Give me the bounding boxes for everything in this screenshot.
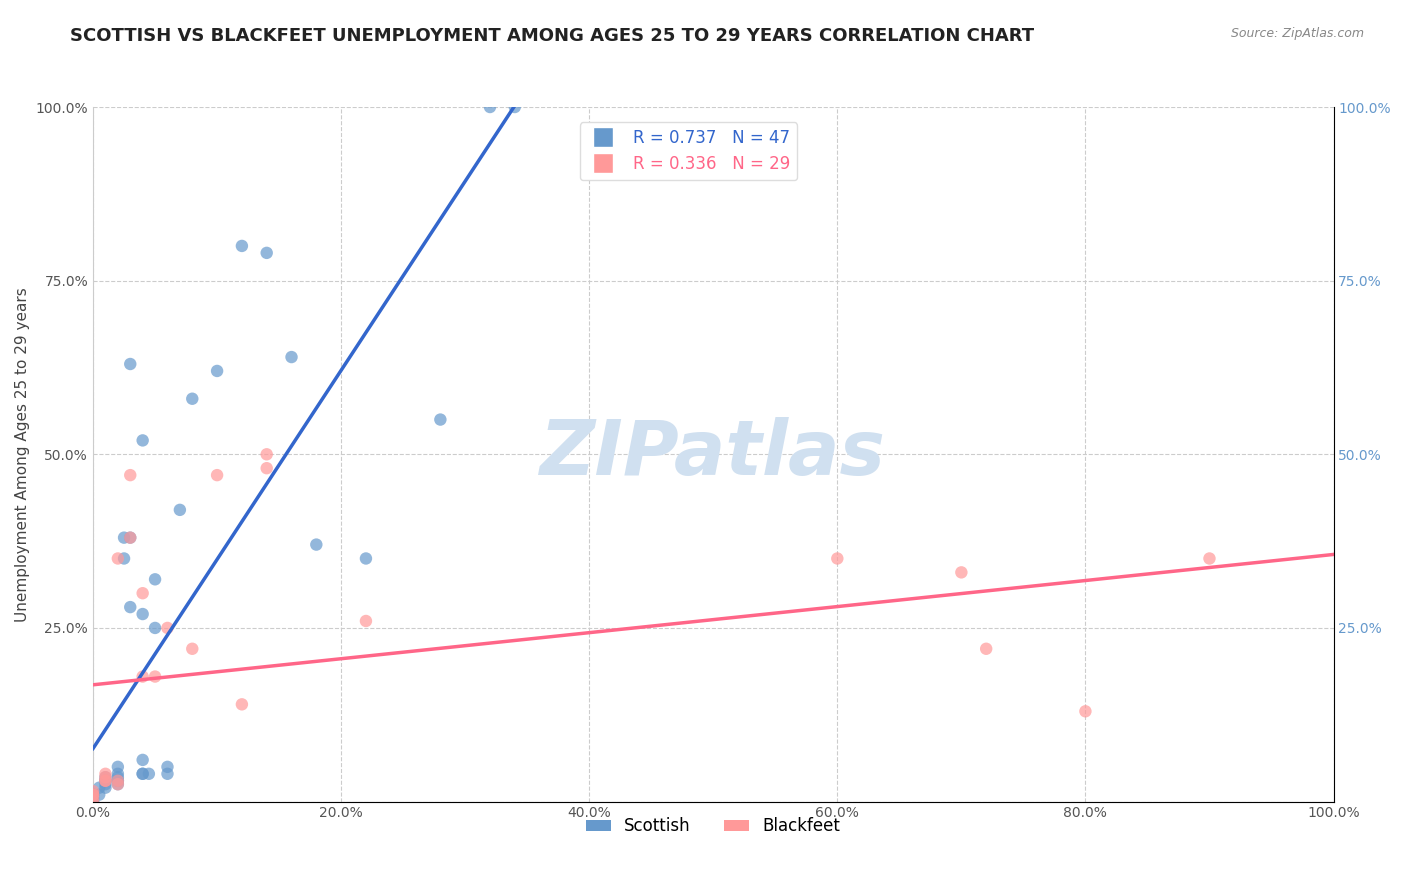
Point <box>503 100 526 114</box>
Point <box>120 600 142 615</box>
Point <box>82 788 104 802</box>
Point <box>205 364 228 378</box>
Point <box>429 412 451 426</box>
Point <box>94 777 117 791</box>
Point <box>143 621 166 635</box>
Point <box>131 607 153 621</box>
Point <box>82 795 104 809</box>
Text: ZIPatlas: ZIPatlas <box>540 417 886 491</box>
Point <box>169 503 191 517</box>
Point <box>94 770 117 784</box>
Point <box>112 551 135 566</box>
Point <box>354 614 377 628</box>
Point <box>94 773 117 788</box>
Point <box>107 766 129 780</box>
Point <box>107 777 129 791</box>
Point <box>82 788 104 802</box>
Point <box>107 551 129 566</box>
Point <box>131 766 153 780</box>
Point <box>94 773 117 788</box>
Point <box>112 531 135 545</box>
Point <box>156 621 179 635</box>
Point <box>82 788 104 802</box>
Point <box>82 784 104 798</box>
Point <box>256 245 278 260</box>
Point <box>1074 704 1097 718</box>
Point <box>94 773 117 788</box>
Point <box>1198 551 1220 566</box>
Y-axis label: Unemployment Among Ages 25 to 29 years: Unemployment Among Ages 25 to 29 years <box>15 287 30 622</box>
Point <box>107 770 129 784</box>
Point <box>131 766 153 780</box>
Point <box>107 773 129 788</box>
Point <box>143 669 166 683</box>
Point <box>94 773 117 788</box>
Point <box>231 698 253 712</box>
Point <box>94 766 117 780</box>
Point <box>120 468 142 483</box>
Point <box>94 770 117 784</box>
Point <box>131 586 153 600</box>
Point <box>143 572 166 586</box>
Text: Source: ZipAtlas.com: Source: ZipAtlas.com <box>1230 27 1364 40</box>
Point <box>256 447 278 461</box>
Point <box>89 788 111 802</box>
Point <box>107 773 129 788</box>
Point <box>305 538 328 552</box>
Point <box>94 780 117 795</box>
Point <box>82 795 104 809</box>
Point <box>82 788 104 802</box>
Point <box>82 788 104 802</box>
Point <box>107 760 129 774</box>
Point <box>82 795 104 809</box>
Point <box>82 791 104 805</box>
Legend: Scottish, Blackfeet: Scottish, Blackfeet <box>579 811 848 842</box>
Point <box>827 551 849 566</box>
Point <box>120 531 142 545</box>
Point <box>89 780 111 795</box>
Point <box>156 760 179 774</box>
Point <box>156 766 179 780</box>
Text: SCOTTISH VS BLACKFEET UNEMPLOYMENT AMONG AGES 25 TO 29 YEARS CORRELATION CHART: SCOTTISH VS BLACKFEET UNEMPLOYMENT AMONG… <box>70 27 1035 45</box>
Point <box>82 788 104 802</box>
Point <box>131 753 153 767</box>
Point <box>181 392 204 406</box>
Point <box>231 239 253 253</box>
Point <box>107 773 129 788</box>
Point <box>181 641 204 656</box>
Point <box>120 531 142 545</box>
Point <box>138 766 160 780</box>
Point <box>354 551 377 566</box>
Point <box>950 566 973 580</box>
Point <box>131 434 153 448</box>
Point <box>107 777 129 791</box>
Point <box>120 357 142 371</box>
Point <box>131 669 153 683</box>
Point <box>205 468 228 483</box>
Point <box>256 461 278 475</box>
Point <box>974 641 997 656</box>
Point <box>82 791 104 805</box>
Point <box>479 100 502 114</box>
Point <box>280 350 302 364</box>
Point <box>82 791 104 805</box>
